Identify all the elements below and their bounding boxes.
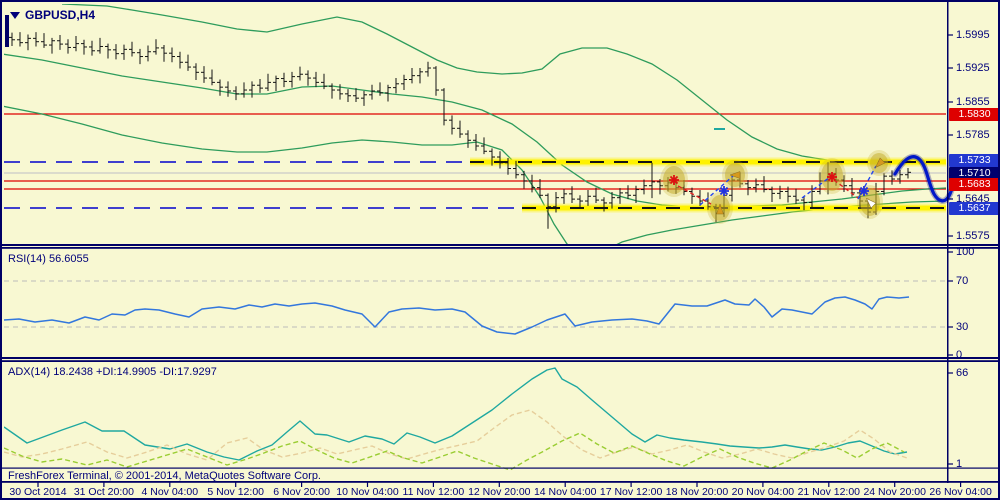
price-axis-label: 1.5995 bbox=[956, 29, 990, 41]
bollinger-lower bbox=[4, 105, 946, 244]
time-axis-label: 26 Nov 04:00 bbox=[929, 486, 992, 498]
clipped-edge-bar bbox=[5, 15, 9, 47]
rsi-indicator-label: RSI(14) 56.6055 bbox=[8, 253, 89, 265]
price-axis-border bbox=[947, 2, 949, 483]
arrow-marker bbox=[874, 157, 886, 169]
price-badge: 1.5830 bbox=[949, 107, 998, 121]
bollinger-upper bbox=[61, 4, 946, 163]
bollinger-middle bbox=[4, 53, 946, 208]
dropdown-icon bbox=[10, 11, 20, 19]
blue-dash-segment bbox=[699, 175, 734, 206]
panel-separator bbox=[2, 357, 998, 359]
time-axis-separator bbox=[2, 481, 998, 483]
copyright-text: FreshForex Terminal, © 2001-2014, MetaQu… bbox=[8, 470, 321, 482]
time-axis-label: 11 Nov 12:00 bbox=[402, 486, 465, 498]
price-axis-label: 1.5785 bbox=[956, 129, 990, 141]
arrow-marker bbox=[716, 203, 724, 215]
blue-dash-segment bbox=[801, 176, 831, 199]
price-axis-label: 1.5855 bbox=[956, 96, 990, 108]
price-axis-label: 1.5925 bbox=[956, 62, 990, 74]
price-badge: 1.5710 bbox=[949, 166, 998, 180]
panel-separator bbox=[2, 244, 998, 246]
rsi-axis-label: 70 bbox=[956, 275, 969, 287]
yellow-band bbox=[522, 205, 946, 211]
rsi-panel bbox=[4, 280, 946, 335]
adx-indicator-label: ADX(14) 18.2438 +DI:14.9905 -DI:17.9297 bbox=[8, 366, 217, 378]
time-axis-label: 24 Nov 20:00 bbox=[863, 486, 926, 498]
rsi-line bbox=[4, 296, 910, 335]
panel-separator bbox=[2, 360, 998, 362]
star-marker bbox=[719, 186, 729, 196]
time-axis-label: 20 Nov 04:00 bbox=[731, 486, 795, 498]
star-marker bbox=[827, 172, 837, 182]
time-axis-label: 6 Nov 20:00 bbox=[273, 486, 330, 498]
time-axis-label: 30 Oct 2014 bbox=[9, 486, 67, 498]
arrow-marker bbox=[729, 171, 741, 179]
adx-series-ADX bbox=[4, 367, 908, 461]
time-axis-label: 18 Nov 20:00 bbox=[665, 486, 729, 498]
time-axis-label: 17 Nov 12:00 bbox=[599, 486, 663, 498]
time-axis-label: 10 Nov 04:00 bbox=[336, 486, 399, 498]
adx-panel bbox=[4, 367, 908, 471]
symbol-selector[interactable]: GBPUSD,H4 bbox=[10, 8, 95, 22]
time-axis-label: 4 Nov 04:00 bbox=[141, 486, 199, 498]
price-badge: 1.5637 bbox=[949, 201, 998, 215]
main-chart-panel bbox=[4, 4, 946, 244]
symbol-period-label: GBPUSD,H4 bbox=[25, 8, 96, 22]
adx-axis-label: 66 bbox=[956, 367, 969, 379]
red-dash-segment bbox=[677, 185, 712, 205]
adx-axis-label: 1 bbox=[956, 458, 963, 470]
arrow-marker bbox=[865, 197, 877, 209]
star-marker bbox=[669, 175, 679, 185]
time-axis-label: 31 Oct 20:00 bbox=[73, 486, 134, 498]
red-dash-segment bbox=[833, 179, 859, 199]
rsi-axis-label: 30 bbox=[956, 321, 969, 333]
price-badge: 1.5733 bbox=[949, 153, 998, 167]
rsi-axis-label: 100 bbox=[956, 246, 975, 258]
adx-series-plusDI bbox=[4, 409, 908, 461]
time-axis-label: 21 Nov 12:00 bbox=[797, 486, 861, 498]
time-axis-label: 5 Nov 12:00 bbox=[207, 486, 264, 498]
footer-separator bbox=[2, 467, 998, 469]
panel-separator bbox=[2, 247, 998, 249]
rsi-axis-label: 0 bbox=[956, 349, 963, 361]
time-axis-label: 14 Nov 04:00 bbox=[533, 486, 597, 498]
ohlc-bars bbox=[9, 32, 911, 229]
yellow-band bbox=[470, 159, 946, 165]
time-axis-label: 12 Nov 20:00 bbox=[468, 486, 531, 498]
price-axis-label: 1.5575 bbox=[956, 230, 990, 242]
price-badge: 1.5683 bbox=[949, 177, 998, 191]
adx-series-minusDI bbox=[4, 432, 905, 471]
star-marker bbox=[859, 186, 869, 196]
blue-dash-segment bbox=[857, 165, 877, 200]
